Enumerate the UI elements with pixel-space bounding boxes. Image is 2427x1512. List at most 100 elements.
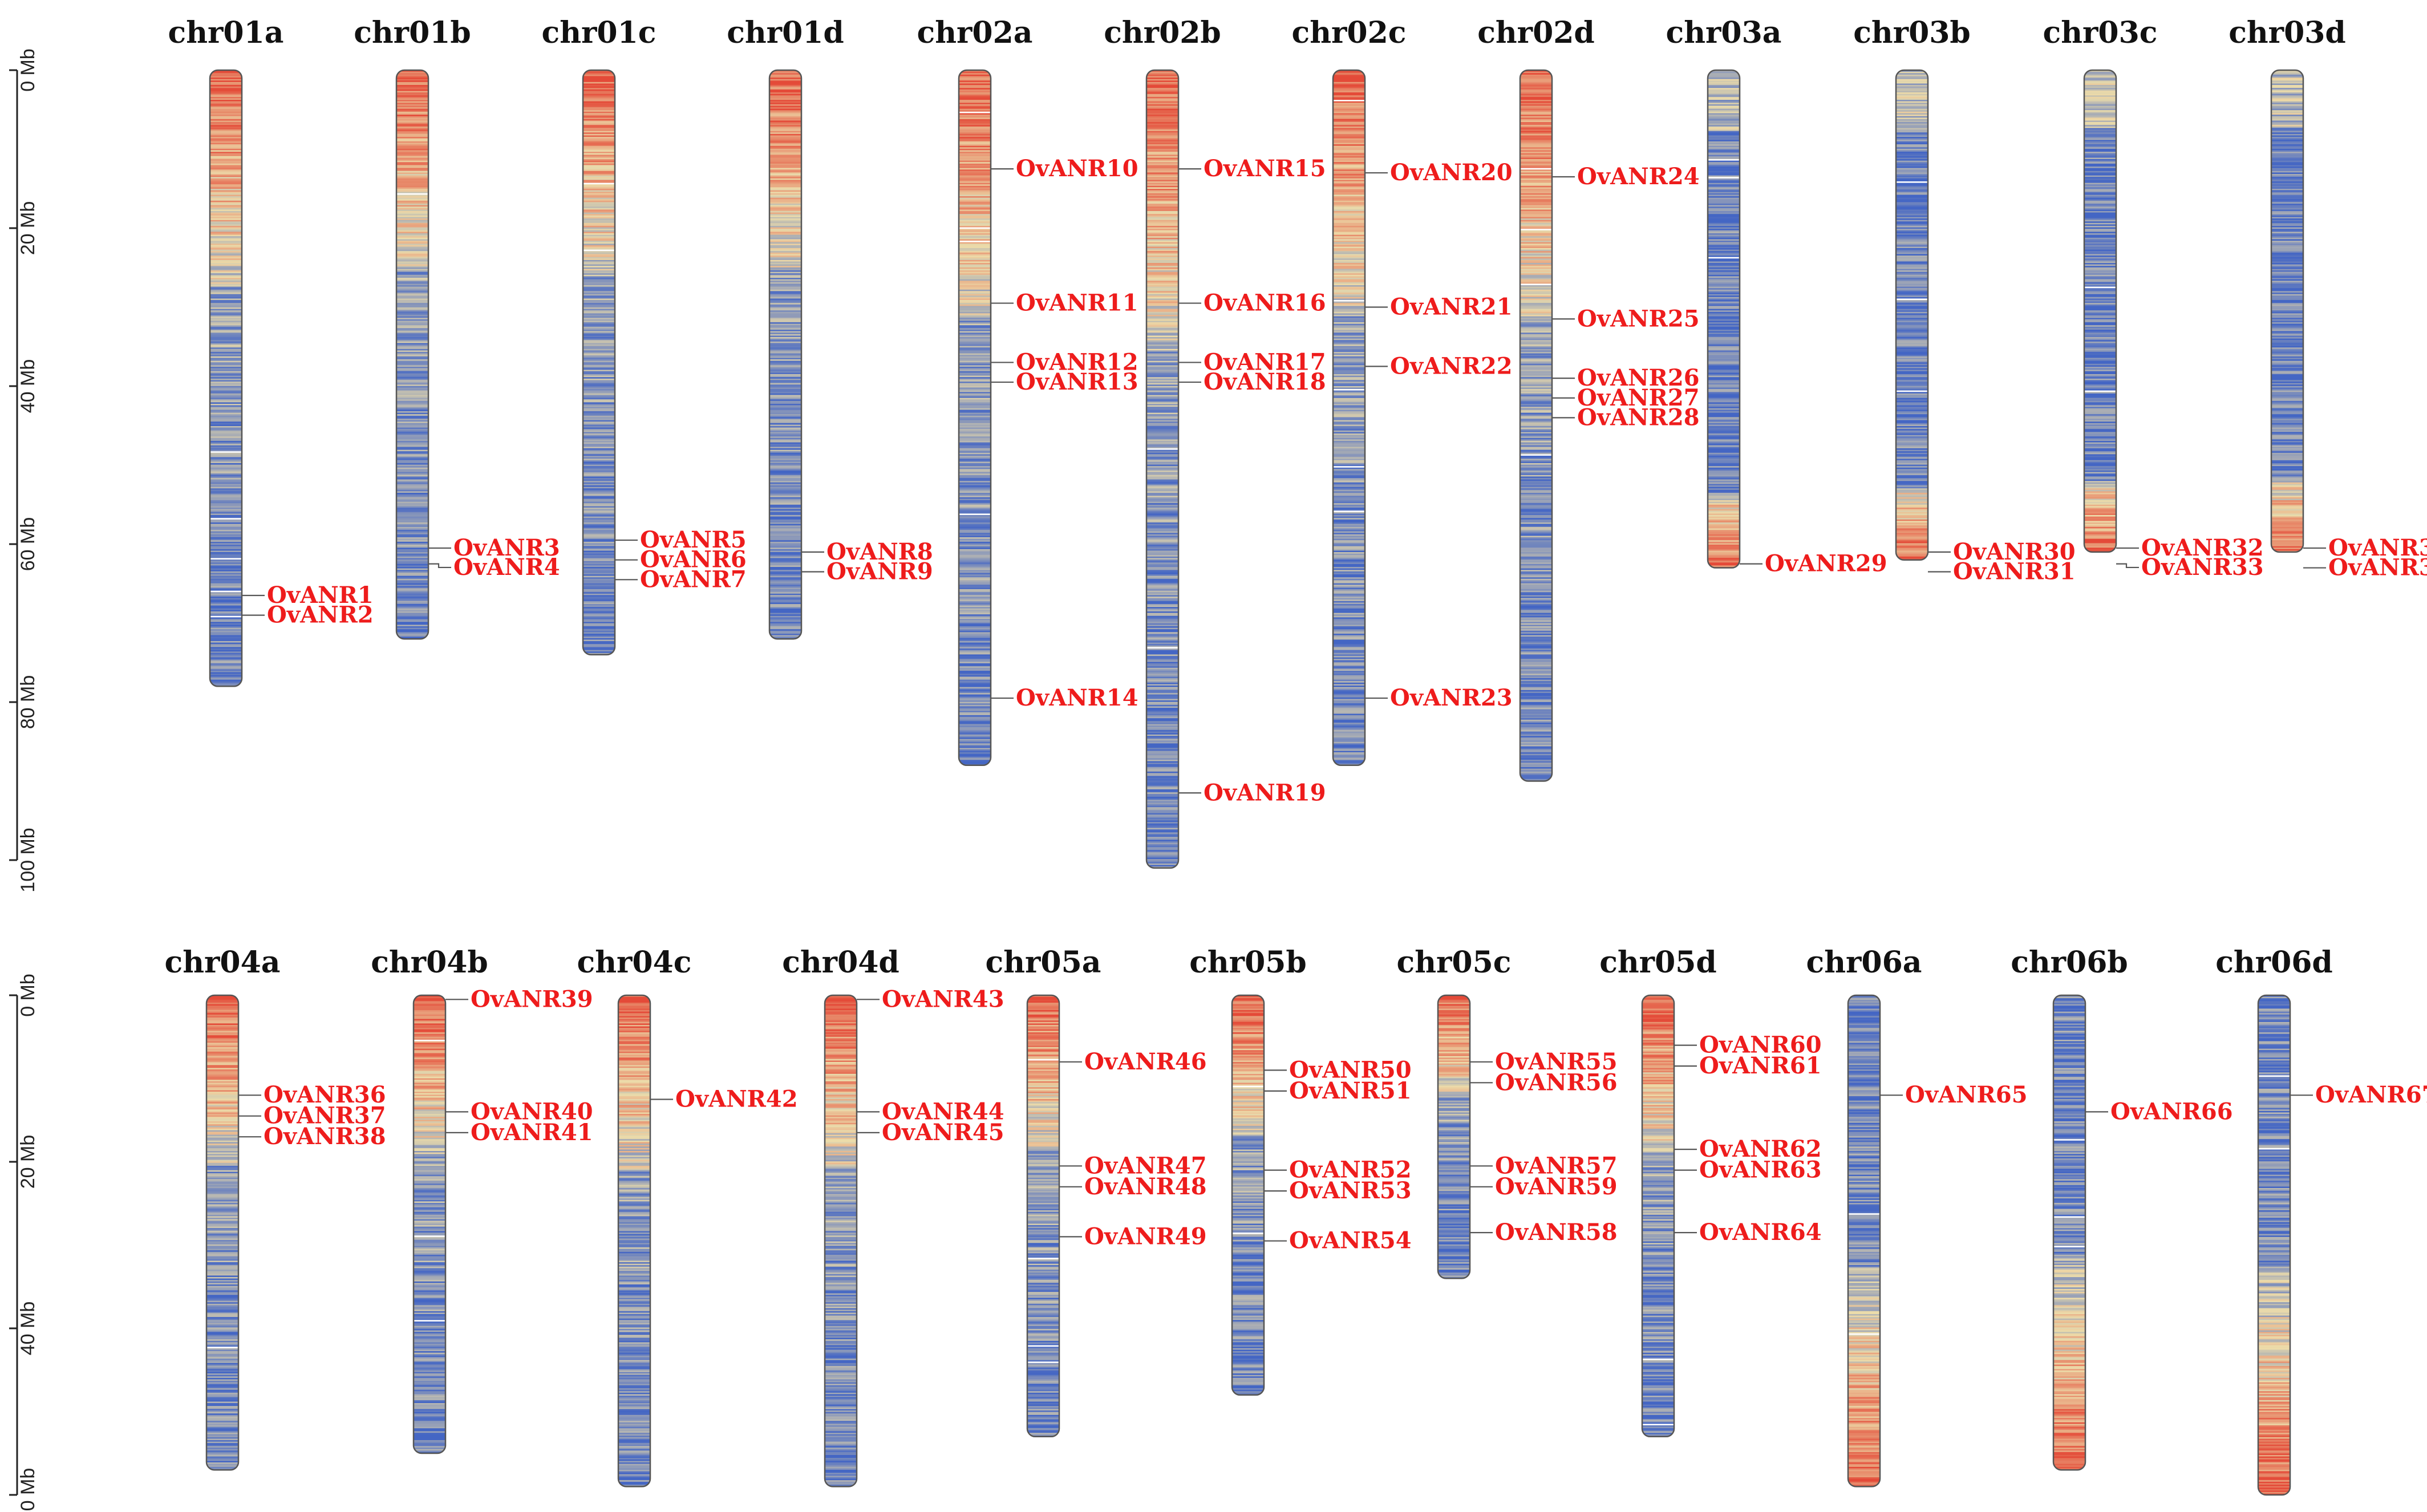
density-band bbox=[1333, 168, 1365, 170]
density-band bbox=[959, 276, 991, 278]
density-band bbox=[1896, 153, 1928, 155]
density-band bbox=[1146, 246, 1178, 249]
density-band bbox=[1896, 177, 1928, 179]
density-band bbox=[959, 642, 991, 644]
density-band bbox=[583, 478, 615, 480]
density-band bbox=[959, 234, 991, 237]
density-band bbox=[959, 420, 991, 422]
density-band bbox=[1146, 634, 1178, 636]
density-band bbox=[583, 582, 615, 584]
density-band bbox=[1520, 285, 1552, 287]
density-band bbox=[1520, 498, 1552, 501]
density-band bbox=[1708, 479, 1740, 481]
density-band bbox=[210, 684, 242, 686]
density-band bbox=[1333, 181, 1365, 184]
density-band bbox=[1146, 421, 1178, 424]
density-band bbox=[1520, 669, 1552, 671]
density-band bbox=[1520, 694, 1552, 696]
density-band bbox=[583, 101, 615, 103]
density-band bbox=[769, 488, 801, 491]
density-band bbox=[2084, 444, 2116, 446]
density-band bbox=[1333, 760, 1365, 762]
density-band bbox=[1520, 356, 1552, 358]
density-band bbox=[959, 567, 991, 569]
density-band bbox=[769, 256, 801, 258]
density-band bbox=[2084, 384, 2116, 387]
density-band bbox=[583, 637, 615, 639]
density-band bbox=[959, 702, 991, 704]
density-band bbox=[1520, 619, 1552, 621]
density-band bbox=[583, 374, 615, 376]
density-band bbox=[769, 429, 801, 431]
density-band bbox=[583, 382, 615, 384]
density-band bbox=[583, 464, 615, 467]
density-band bbox=[396, 294, 428, 296]
density-band bbox=[1896, 278, 1928, 280]
density-band bbox=[1896, 337, 1928, 339]
density-band bbox=[2271, 410, 2303, 412]
density-band bbox=[1708, 558, 1740, 560]
density-band bbox=[1333, 426, 1365, 428]
density-band bbox=[769, 138, 801, 140]
density-band bbox=[1146, 682, 1178, 684]
density-band bbox=[210, 372, 242, 375]
density-band bbox=[2271, 534, 2303, 536]
density-band bbox=[2084, 323, 2116, 326]
density-band bbox=[1146, 699, 1178, 701]
density-band bbox=[1146, 550, 1178, 553]
density-band bbox=[1333, 703, 1365, 706]
density-band bbox=[959, 155, 991, 157]
density-band bbox=[1520, 183, 1552, 185]
density-band bbox=[1146, 558, 1178, 560]
density-band bbox=[1896, 110, 1928, 112]
density-band bbox=[1896, 73, 1928, 75]
density-band bbox=[210, 214, 242, 216]
density-band bbox=[1520, 279, 1552, 281]
density-band bbox=[210, 485, 242, 488]
density-band bbox=[1146, 414, 1178, 416]
density-band bbox=[210, 430, 242, 432]
density-band bbox=[2084, 88, 2116, 90]
density-band bbox=[583, 476, 615, 479]
density-band bbox=[1520, 587, 1552, 590]
density-band bbox=[396, 635, 428, 637]
density-band bbox=[1520, 647, 1552, 649]
density-band bbox=[2084, 98, 2116, 100]
density-band bbox=[1896, 414, 1928, 416]
density-band bbox=[1146, 642, 1178, 644]
density-band bbox=[2084, 437, 2116, 440]
density-band bbox=[396, 129, 428, 132]
density-band bbox=[1146, 512, 1178, 514]
density-band bbox=[583, 456, 615, 458]
density-band bbox=[1146, 122, 1178, 124]
density-band bbox=[1896, 524, 1928, 526]
density-band bbox=[959, 430, 991, 432]
density-band bbox=[2084, 220, 2116, 222]
density-band bbox=[1333, 316, 1365, 318]
density-band bbox=[959, 288, 991, 290]
density-band bbox=[396, 234, 428, 237]
density-band bbox=[396, 555, 428, 557]
density-band bbox=[210, 540, 242, 542]
density-band bbox=[959, 328, 991, 330]
density-band bbox=[2084, 273, 2116, 275]
chromosome-name: chr01b bbox=[354, 15, 471, 50]
density-band bbox=[396, 206, 428, 209]
density-band bbox=[1520, 230, 1552, 232]
density-band bbox=[2271, 144, 2303, 147]
density-band bbox=[210, 175, 242, 177]
density-band bbox=[959, 163, 991, 165]
density-band bbox=[959, 211, 991, 213]
density-band bbox=[959, 592, 991, 594]
density-band bbox=[1896, 300, 1928, 302]
density-band bbox=[959, 556, 991, 558]
density-band bbox=[583, 506, 615, 508]
density-band bbox=[959, 638, 991, 640]
density-band bbox=[2084, 449, 2116, 452]
density-band bbox=[1708, 157, 1740, 160]
density-band bbox=[1146, 119, 1178, 121]
density-band bbox=[769, 595, 801, 597]
density-band bbox=[210, 417, 242, 419]
density-band bbox=[1333, 283, 1365, 286]
density-band bbox=[959, 377, 991, 379]
